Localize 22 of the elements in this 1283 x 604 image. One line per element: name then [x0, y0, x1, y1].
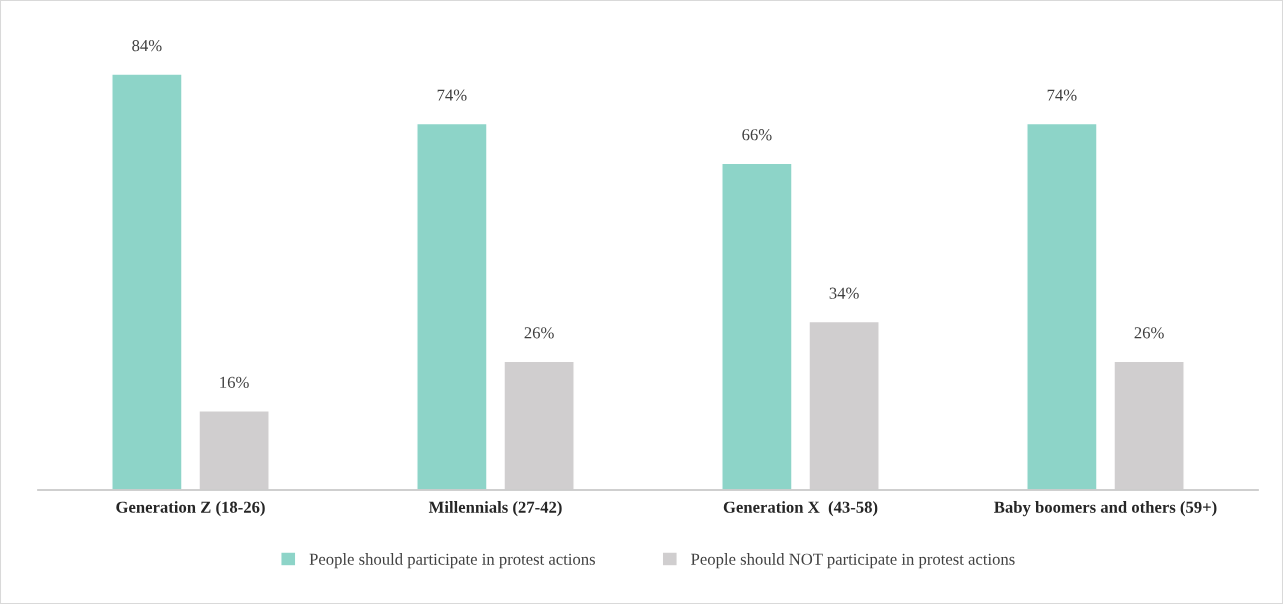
bar	[1113, 360, 1185, 490]
bar	[808, 320, 880, 490]
x-tick-label: Millennials (27-42)	[428, 501, 562, 517]
data-label: 84%	[132, 39, 162, 52]
bar	[416, 122, 488, 490]
bar	[198, 410, 270, 490]
data-label: 26%	[524, 327, 554, 339]
data-label: 16%	[220, 376, 249, 388]
bar	[503, 360, 575, 490]
x-tick-label: Generation Z (18-26)	[116, 501, 265, 517]
data-label: 74%	[1047, 89, 1077, 101]
x-tick-label: Baby boomers and others (59+)	[994, 501, 1217, 517]
data-label: 26%	[1134, 327, 1164, 339]
legend-label: People should NOT participate in protest actions	[691, 553, 1015, 569]
bar	[111, 73, 183, 490]
bar	[1026, 122, 1098, 490]
bar	[721, 162, 793, 490]
x-tick-label: Generation X (43-58)	[723, 501, 878, 517]
data-label: 34%	[829, 287, 859, 299]
legend-label: People should participate in protest actions	[309, 553, 595, 569]
data-label: 66%	[742, 129, 772, 141]
data-label: 74%	[437, 89, 467, 101]
